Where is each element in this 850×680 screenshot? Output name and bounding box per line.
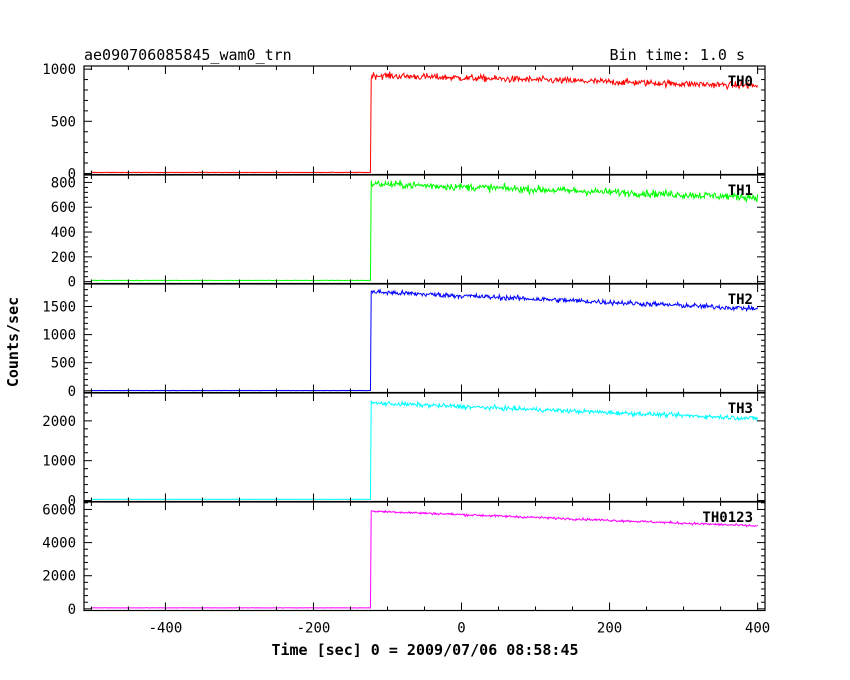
panel-th1: 0 200 400 600 800 TH1 [51,174,766,291]
y-tick-label: 2000 [42,569,76,585]
panel-frame-th2 [83,283,766,394]
y-tick-label: 2000 [42,414,76,430]
x-axis-label: Time [sec] 0 = 2009/07/06 08:58:45 [271,641,578,659]
panel-th0: 0 500 1000 TH0 [42,62,766,182]
series-line-th2 [91,287,759,392]
y-tick-label: 0 [68,494,76,510]
y-tick-label: 0 [68,384,76,400]
y-tick-label: 0 [68,166,76,182]
y-tick-label: 600 [51,200,76,216]
panel-th2: 0 500 1000 1500 TH2 [42,283,766,400]
y-tick-label: 1500 [42,299,76,315]
chart-title: ae090706085845_wam0_trn [84,46,292,64]
panel-th0123: 0 2000 4000 6000 TH0123 [42,501,766,618]
panel-label-th0123: TH0123 [702,510,753,526]
panel-frame-th1 [83,174,766,285]
y-tick-label: 6000 [42,502,76,518]
panel-th3: 0 1000 2000 TH3 [42,392,766,510]
panel-frame-th3 [83,392,766,503]
y-tick-label: 1000 [42,328,76,344]
x-tick-label: 0 [457,621,465,637]
y-tick-label: 400 [51,225,76,241]
y-tick-label: 1000 [42,62,76,78]
y-axis-label: Counts/sec [4,297,22,387]
y-tick-label: 800 [51,175,76,191]
y-tick-label: 500 [51,114,76,130]
x-tick-label: 400 [745,621,770,637]
series-line-th3 [91,399,759,501]
bin-time-label: Bin time: 1.0 s [610,46,745,64]
panel-frame-th0 [83,65,766,176]
y-tick-label: 4000 [42,536,76,552]
panel-label-th0: TH0 [728,74,753,90]
y-tick-label: 200 [51,250,76,266]
panel-label-th2: TH2 [728,292,753,308]
x-tick-label: 200 [597,621,622,637]
panel-label-th1: TH1 [728,183,753,199]
x-tick-label: -400 [149,621,183,637]
y-tick-label: 1000 [42,454,76,470]
series-line-th0 [91,71,759,174]
series-line-th1 [91,179,759,282]
y-tick-label: 500 [51,356,76,372]
x-tick-label: -200 [297,621,331,637]
panel-label-th3: TH3 [728,401,753,417]
y-tick-label: 0 [68,602,76,618]
panels-group: 0 500 1000 TH0 0 200 400 600 800 TH1 0 500 1000 1500 T… [42,62,770,636]
panel-frame-th0123 [83,501,766,612]
y-tick-label: 0 [68,275,76,291]
series-line-th0123 [91,509,758,609]
